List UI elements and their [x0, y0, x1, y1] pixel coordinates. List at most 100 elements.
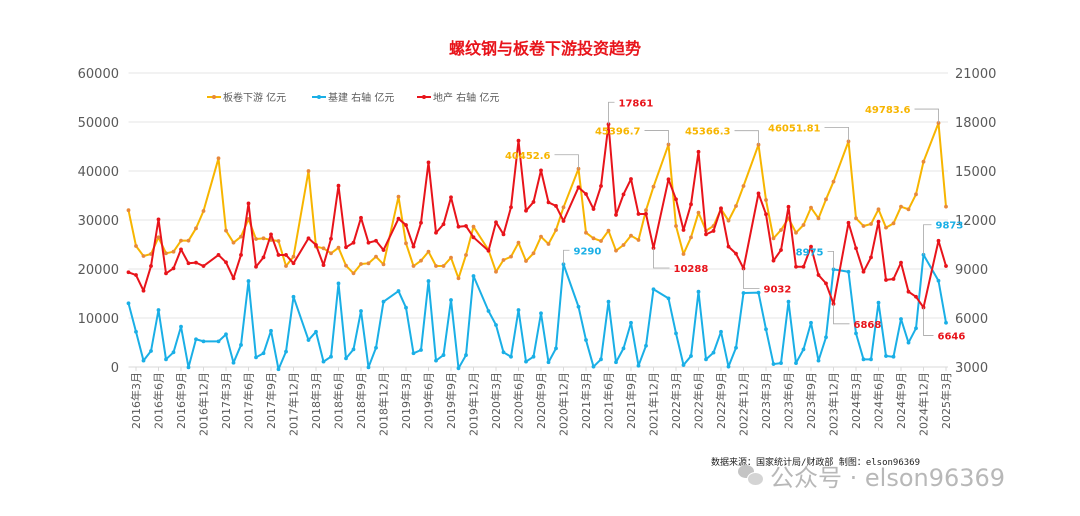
data-point [861, 224, 866, 228]
data-point [846, 220, 851, 225]
data-point [891, 354, 896, 359]
data-point [629, 177, 633, 181]
x-axis-tick-label: 2020年9月 [534, 372, 548, 429]
legend-marker [212, 95, 216, 99]
x-axis-tick-label: 2021年12月 [647, 372, 661, 436]
x-axis-tick-label: 2019年3月 [399, 372, 413, 429]
data-point [171, 266, 176, 271]
left-axis-tick-label: 10000 [78, 312, 119, 327]
data-point [666, 177, 671, 182]
data-point [441, 222, 446, 227]
data-point [644, 208, 648, 213]
data-point [396, 289, 401, 293]
x-axis-tick-label: 2017年12月 [287, 372, 301, 436]
data-point [261, 351, 266, 356]
data-point [411, 244, 416, 249]
data-point [426, 279, 431, 283]
data-point [449, 298, 453, 302]
data-point [831, 179, 836, 184]
data-point [854, 331, 858, 336]
annotation-leader [608, 101, 615, 125]
data-point [134, 273, 138, 277]
data-point [689, 235, 693, 240]
data-point [666, 296, 671, 301]
data-point [231, 360, 236, 365]
data-point [524, 208, 528, 213]
data-point [351, 347, 356, 352]
data-point [509, 205, 513, 210]
data-point [321, 246, 326, 251]
annotation-label: 9290 [574, 246, 602, 257]
data-point [501, 258, 506, 262]
data-point [891, 221, 896, 226]
data-point [876, 219, 881, 224]
data-point [344, 263, 348, 268]
data-point [621, 192, 626, 197]
x-axis-tick-label: 2022年6月 [692, 372, 706, 429]
data-point [306, 169, 311, 173]
data-point [306, 338, 311, 342]
x-axis-tick-label: 2020年3月 [489, 372, 503, 429]
left-axis-tick-label: 30000 [78, 214, 119, 229]
x-axis-tick-label: 2018年9月 [354, 372, 368, 429]
annotation-leader [743, 268, 760, 289]
left-axis-tick-label: 20000 [78, 263, 119, 278]
data-point [306, 236, 311, 241]
data-point [599, 239, 603, 243]
data-point [719, 206, 723, 211]
annotation-leader [653, 247, 670, 269]
data-point [516, 240, 521, 245]
data-point [404, 305, 408, 310]
data-point [291, 261, 296, 266]
x-axis-tick-label: 2024年12月 [917, 372, 931, 436]
data-point [149, 349, 153, 353]
data-point [779, 248, 783, 252]
data-point [501, 232, 506, 237]
annotation-label: 6868 [854, 320, 882, 331]
annotation-leader [824, 126, 849, 142]
x-axis-tick-label: 2016年6月 [152, 372, 166, 429]
left-axis-tick-label: 60000 [78, 67, 119, 82]
data-point [254, 237, 258, 241]
data-point [719, 329, 723, 334]
legend-marker [317, 95, 321, 99]
data-point [891, 277, 896, 281]
data-point [239, 253, 243, 257]
series-line-1 [127, 253, 947, 371]
x-axis-tick-label: 2024年3月 [849, 372, 863, 429]
data-point [771, 258, 776, 263]
data-point [231, 276, 236, 281]
data-point [164, 271, 168, 276]
data-point [224, 228, 228, 233]
data-point [584, 230, 588, 235]
data-point [674, 197, 678, 202]
annotation-label: 45366.3 [685, 127, 731, 138]
data-point [726, 364, 731, 369]
data-point [374, 254, 378, 259]
data-point [696, 289, 701, 294]
x-axis-tick-label: 2017年9月 [264, 372, 278, 429]
x-axis-tick-label: 2017年6月 [242, 372, 256, 429]
data-point [794, 361, 798, 365]
data-point [411, 264, 416, 268]
data-point [374, 238, 378, 243]
data-point [246, 279, 251, 283]
x-axis-tick-label: 2016年3月 [129, 372, 143, 429]
data-point [254, 355, 258, 360]
data-point [651, 184, 656, 189]
data-point [179, 324, 183, 329]
annotation-leader [644, 130, 669, 145]
legend-label: 地产 右轴 亿元 [433, 91, 499, 104]
data-point [359, 309, 363, 313]
data-point [456, 276, 461, 281]
data-point [704, 232, 708, 237]
data-point [764, 212, 768, 217]
data-point [824, 197, 828, 202]
annotation-leader [923, 224, 932, 255]
data-point [726, 218, 731, 223]
data-point [824, 281, 828, 286]
data-point [276, 239, 281, 243]
x-axis-tick-label: 2023年6月 [782, 372, 796, 429]
data-point [156, 308, 161, 312]
data-point [824, 335, 828, 340]
